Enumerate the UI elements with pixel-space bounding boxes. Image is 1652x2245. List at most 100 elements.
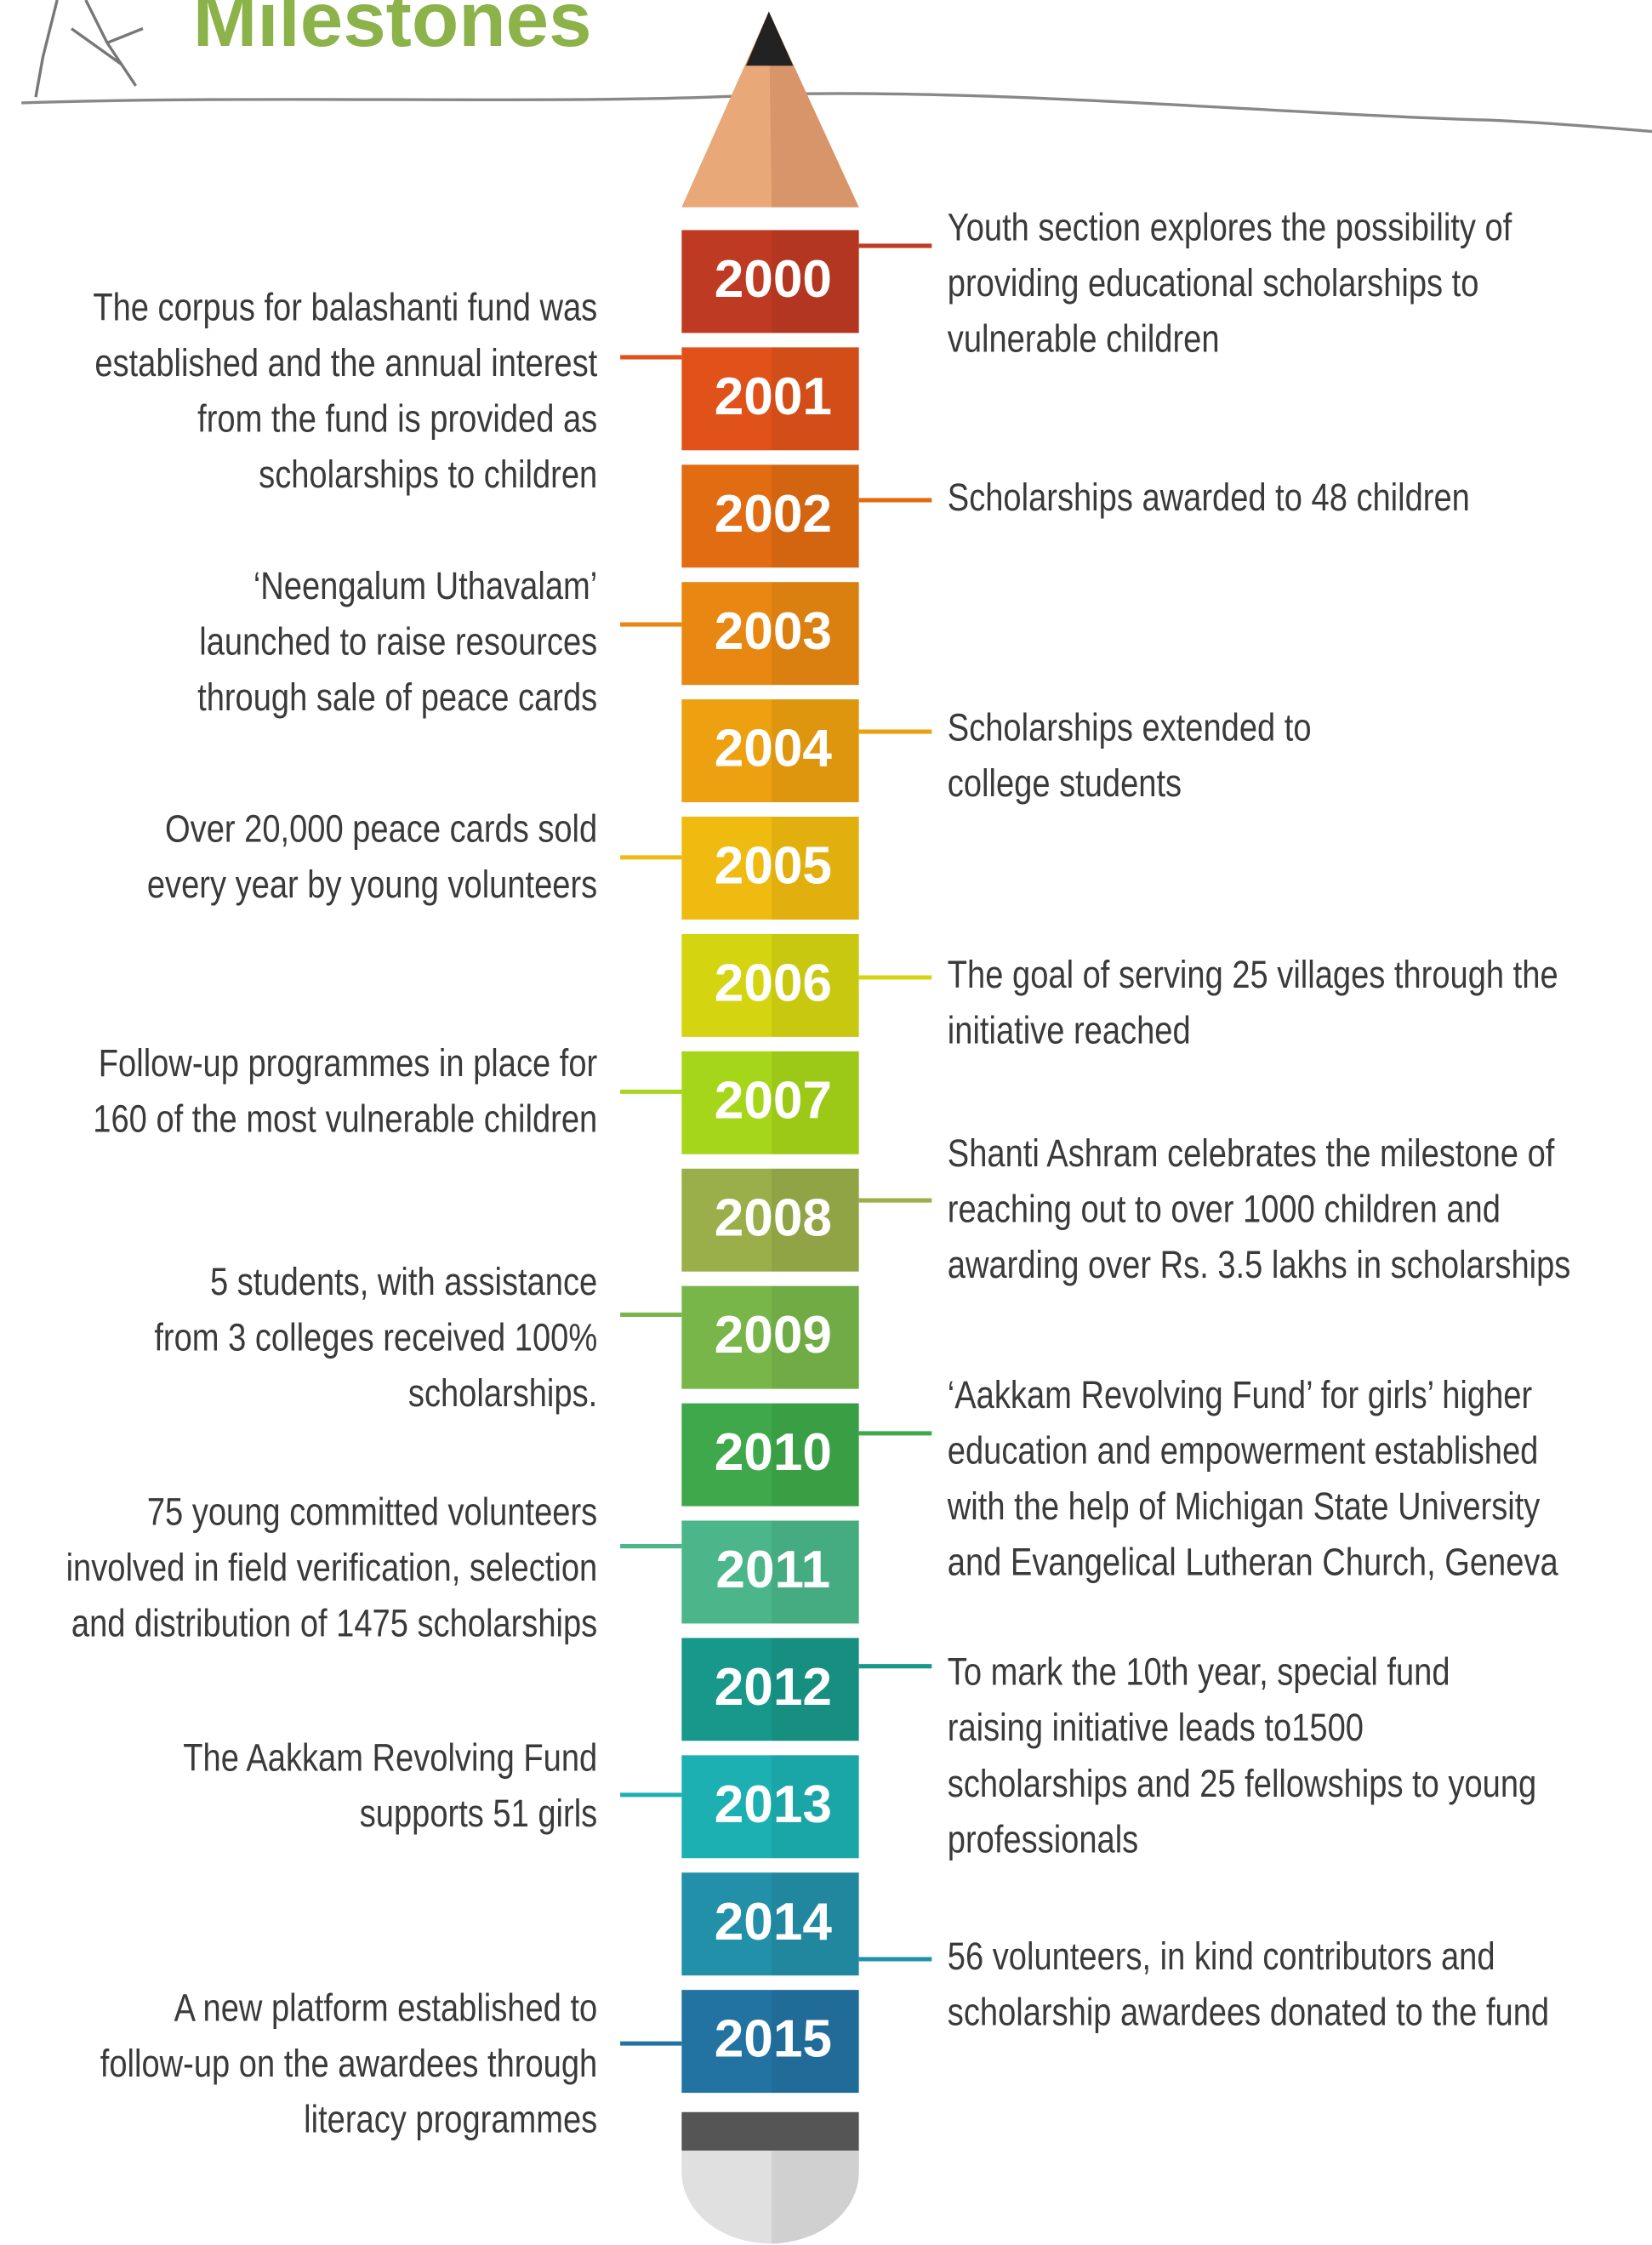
event-text: Scholarships extended to <box>948 705 1312 749</box>
event-text: To mark the 10th year, special fund <box>948 1650 1450 1694</box>
event-text: professionals <box>948 1817 1138 1860</box>
event-line-group: supports 51 girls <box>360 1792 597 1835</box>
event-text: providing educational scholarships to <box>948 261 1479 305</box>
year-block-shade <box>772 1168 859 1272</box>
event-text: college students <box>948 761 1182 805</box>
event-text: The Aakkam Revolving Fund <box>183 1735 597 1779</box>
event-line-group: follow-up on the awardees through <box>100 2042 597 2085</box>
year-label: 2015 <box>715 2010 832 2069</box>
event-text: Scholarships awarded to 48 children <box>948 476 1470 519</box>
event-line-group: ‘Neengalum Uthavalam’ <box>253 564 597 607</box>
event-line-group: providing educational scholarships to <box>948 261 1479 305</box>
pencil-tip-shade <box>768 11 859 208</box>
event-text: Follow-up programmes in place for <box>99 1041 597 1085</box>
year-block <box>681 1168 859 1272</box>
year-label: 2012 <box>715 1658 832 1717</box>
event-line-group: Over 20,000 peace cards sold <box>165 806 597 850</box>
event-line-group: from 3 colleges received 100% <box>154 1316 597 1359</box>
event-line-group: raising initiative leads to1500 <box>948 1706 1364 1749</box>
event-text: scholarships. <box>408 1371 597 1415</box>
event-line-group: initiative reached <box>948 1008 1191 1051</box>
event-text: Over 20,000 peace cards sold <box>165 806 597 850</box>
event-line-group: To mark the 10th year, special fund <box>948 1650 1450 1694</box>
event-line-group: A new platform established to <box>174 1986 598 2029</box>
year-block-shade <box>772 230 859 333</box>
event-line-group: Scholarships awarded to 48 children <box>948 476 1470 519</box>
year-block-shade <box>772 1520 859 1624</box>
year-label: 2005 <box>715 837 832 896</box>
event-text: established and the annual interest <box>94 341 597 385</box>
event-text: ‘Neengalum Uthavalam’ <box>253 564 597 607</box>
event-line-group: The corpus for balashanti fund was <box>93 285 597 328</box>
year-block-shade <box>772 1285 859 1389</box>
event-line-group: reaching out to over 1000 children and <box>948 1187 1501 1230</box>
event-text: raising initiative leads to1500 <box>948 1706 1364 1749</box>
event-text: reaching out to over 1000 children and <box>948 1187 1501 1230</box>
year-label: 2013 <box>715 1775 832 1834</box>
event-line-group: professionals <box>948 1817 1138 1860</box>
event-text: through sale of peace cards <box>197 675 597 719</box>
year-block-shade <box>772 464 859 568</box>
event-text: 160 of the most vulnerable children <box>93 1097 597 1140</box>
year-label: 2009 <box>715 1306 832 1365</box>
event-text: The goal of serving 25 villages through … <box>948 953 1558 996</box>
year-block <box>681 1285 859 1389</box>
event-text: initiative reached <box>948 1008 1191 1051</box>
year-block-shade <box>772 347 859 451</box>
event-text: scholarships to children <box>259 453 597 496</box>
event-line-group: scholarship awardees donated to the fund <box>948 1990 1549 2033</box>
event-line-group: involved in field verification, selectio… <box>66 1546 598 1589</box>
event-line-group: 160 of the most vulnerable children <box>93 1097 597 1140</box>
event-line-group: Shanti Ashram celebrates the milestone o… <box>948 1131 1555 1175</box>
year-label: 2011 <box>715 1541 830 1599</box>
event-text: 75 young committed volunteers <box>147 1490 597 1533</box>
event-text: awarding over Rs. 3.5 lakhs in scholarsh… <box>948 1243 1571 1286</box>
event-line-group: ‘Aakkam Revolving Fund’ for girls’ highe… <box>948 1373 1532 1416</box>
event-line-group: Youth section explores the possibility o… <box>948 205 1512 248</box>
year-block-shade <box>772 699 859 803</box>
year-block <box>681 1403 859 1507</box>
year-label: 2006 <box>715 954 832 1013</box>
year-label: 2003 <box>715 602 832 661</box>
year-block <box>681 230 859 333</box>
event-line-group: college students <box>948 761 1182 805</box>
event-line-group: 5 students, with assistance <box>210 1260 597 1303</box>
event-text: scholarships and 25 fellowships to young <box>948 1762 1536 1805</box>
event-text: scholarship awardees donated to the fund <box>948 1990 1549 2033</box>
year-label: 2000 <box>715 250 832 309</box>
event-line-group: The Aakkam Revolving Fund <box>183 1735 597 1779</box>
event-text: follow-up on the awardees through <box>100 2042 597 2085</box>
event-line-group: scholarships. <box>408 1371 597 1415</box>
event-text: Youth section explores the possibility o… <box>948 205 1512 248</box>
year-block-shade <box>772 582 859 686</box>
year-block <box>681 1755 859 1859</box>
year-block-shade <box>772 1051 859 1154</box>
year-block-shade <box>772 933 859 1037</box>
year-block <box>681 1990 859 2094</box>
year-block <box>681 464 859 568</box>
year-block-shade <box>772 1755 859 1859</box>
event-text: A new platform established to <box>174 1986 598 2029</box>
year-block <box>681 699 859 803</box>
event-line-group: established and the annual interest <box>94 341 597 385</box>
event-line-group: launched to raise resources <box>199 619 597 663</box>
year-block-shade <box>772 1872 859 1976</box>
event-text: and Evangelical Lutheran Church, Geneva <box>948 1540 1559 1583</box>
year-block-shade <box>772 1990 859 2094</box>
event-line-group: and distribution of 1475 scholarships <box>71 1601 597 1644</box>
event-line-group: with the help of Michigan State Universi… <box>947 1484 1541 1528</box>
ground-line <box>21 92 1652 134</box>
event-line-group: through sale of peace cards <box>197 675 597 719</box>
event-line-group: The goal of serving 25 villages through … <box>948 953 1558 996</box>
year-block <box>681 582 859 686</box>
year-block <box>681 1520 859 1624</box>
year-block <box>681 347 859 451</box>
event-line-group: 56 volunteers, in kind contributors and <box>948 1934 1495 1978</box>
pencil-band <box>681 2111 859 2151</box>
year-label: 2004 <box>715 720 833 778</box>
title: Milestones <box>193 0 592 63</box>
event-text: from the fund is provided as <box>197 396 597 440</box>
year-block <box>681 817 859 920</box>
year-label: 2002 <box>715 485 832 544</box>
event-line-group: vulnerable children <box>948 316 1220 360</box>
